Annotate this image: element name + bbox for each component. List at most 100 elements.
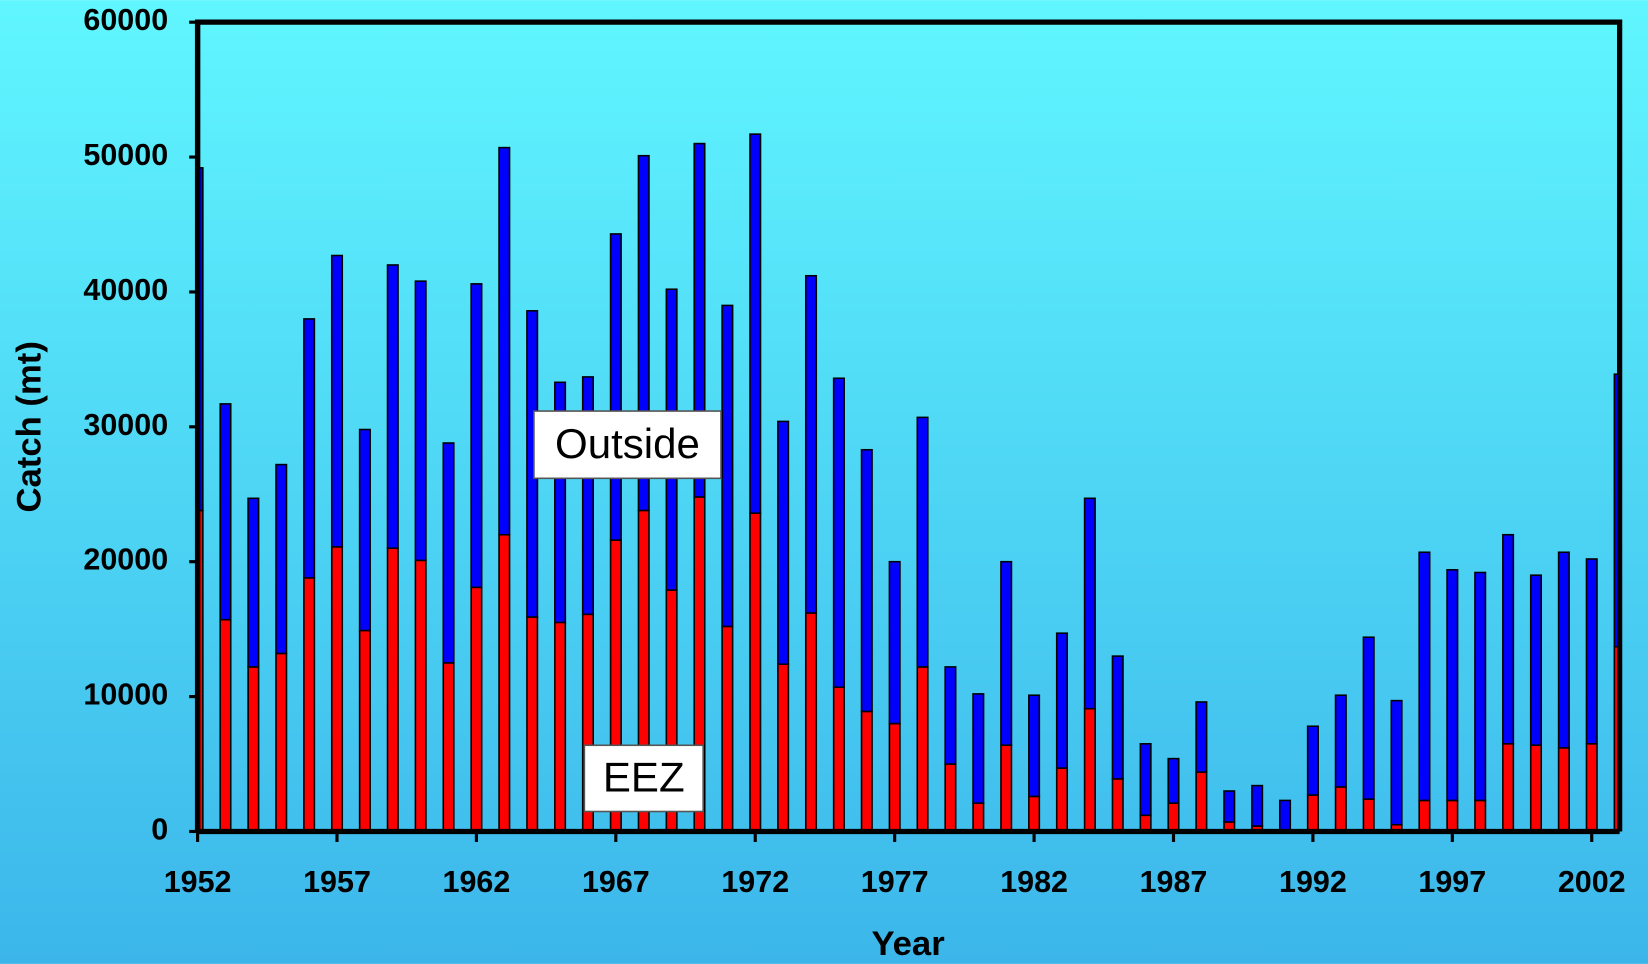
bar-segment [247,666,260,833]
bar-segment [1111,655,1124,780]
x-tick-label: 1992 [1279,865,1347,899]
bar-segment [944,763,957,833]
bar-segment [1306,725,1319,796]
bar-segment [386,547,399,833]
y-tick-label: 30000 [83,408,168,442]
bar-segment [498,146,511,536]
bar-segment [1167,757,1180,804]
bar-segment [414,280,427,562]
bar-segment [219,618,232,833]
bar-segment [330,546,344,833]
x-tick-label: 1952 [164,865,232,899]
bar-segment [1557,747,1570,833]
bar-segment [219,403,232,621]
x-tick-label: 1987 [1140,865,1208,899]
bar-segment [972,802,985,833]
bar-segment [470,283,483,589]
bar-segment [1474,799,1487,833]
y-tick-label: 40000 [83,273,168,307]
bar-segment [1167,802,1180,833]
y-tick-label: 10000 [83,678,168,712]
bar-segment [1334,786,1347,833]
x-tick-label: 1982 [1000,865,1068,899]
bar-segment [1446,799,1459,833]
bar-segment [749,512,762,833]
bar-segment [303,577,316,833]
x-axis-title: Year [871,925,944,963]
bar-segment [275,652,288,833]
x-tick-label: 1962 [443,865,511,899]
bar-segment [1334,694,1347,788]
bar-segment [832,686,845,833]
bar-segment [414,559,427,833]
bar-segment [1585,558,1598,745]
bar-segment [860,710,873,833]
legend-box [583,744,704,813]
bar-segment [1306,794,1319,833]
bar-segment [1111,778,1124,833]
bar-segment [693,142,706,498]
bar-segment [944,666,957,765]
bar-segment [1502,533,1515,745]
bar-segment [1502,743,1515,833]
bar-segment [1083,497,1096,710]
bar-segment [554,621,567,833]
bar-segment [749,133,762,514]
bar-segment [1585,743,1598,833]
legend-label: Outside [555,420,700,467]
bar-segment [1529,574,1543,746]
bar-segment [581,376,594,616]
bar-segment [721,625,734,833]
bar-segment [804,612,818,833]
bar-segment [777,420,790,666]
bar-segment [470,586,483,833]
bar-segment [637,154,650,512]
bar-segment [526,616,539,833]
bar-segment [275,463,288,655]
bar-segment [972,693,985,804]
bar-segment [358,629,371,833]
y-tick-label: 50000 [83,138,168,172]
bar-segment [1474,571,1487,802]
bar-segment [888,722,901,833]
bar-segment [1083,707,1096,833]
x-tick-label: 1977 [861,865,929,899]
bar-segment [888,560,901,725]
bar-segment [916,666,929,833]
bar-segment [1223,790,1236,823]
bar-segment [1390,699,1403,826]
bar-segment [1000,744,1013,833]
bar-segment [777,663,790,833]
bar-segment [1195,771,1208,833]
bar-segment [1446,569,1459,802]
plot-area [197,133,1620,833]
bar-segment [1055,632,1069,769]
y-tick-label: 60000 [83,3,168,37]
bar-segment [358,428,371,632]
bar-segment [1139,743,1152,817]
bar-segment [916,416,929,668]
bar-segment [1557,551,1570,749]
x-tick-label: 1972 [721,865,789,899]
bar-segment [442,442,455,664]
x-tick-label: 1957 [303,865,371,899]
bar-segment [1028,694,1041,798]
bar-segment [554,381,567,624]
bar-segment [1362,798,1375,833]
bar-segment [1195,701,1208,773]
bar-segment [804,274,818,614]
bar-segment [832,377,845,688]
bar-segment [1000,560,1013,746]
bar-segment [303,318,316,579]
bar-segment [498,533,511,833]
bar-segment [1278,799,1292,831]
x-tick-label: 1967 [582,865,650,899]
y-axis-title: Catch (mt) [11,341,49,512]
legend-box [533,410,722,480]
bar-segment [1055,767,1069,833]
bar-segment [1028,795,1041,833]
y-tick-label: 20000 [83,543,168,577]
bar-segment [386,264,399,550]
bar-segment [860,448,873,713]
